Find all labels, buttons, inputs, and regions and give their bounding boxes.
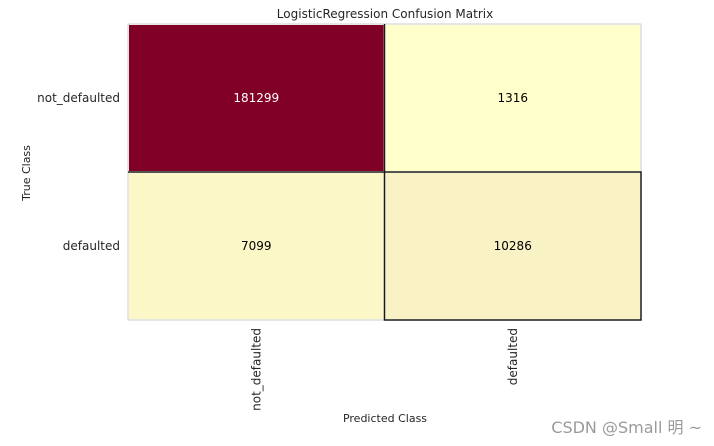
x-axis-label: Predicted Class [343,412,427,425]
cell-boundary [128,24,386,173]
y-axis-label: True Class [20,145,33,202]
y-tick-label: not_defaulted [37,91,120,105]
x-tick-label: defaulted [506,328,520,385]
heatmap-cell [383,23,642,173]
cell-value-labels: 181299 1316 7099 10286 [233,91,532,253]
watermark: CSDN @Small 明 ~ [551,418,702,437]
heatmap-cell [127,23,386,173]
y-tick-labels: not_defaulted defaulted [37,91,120,253]
x-tick-label: not_defaulted [249,328,263,411]
cell-value-label: 181299 [233,91,279,105]
x-tick-labels: not_defaulted defaulted [249,328,520,411]
diagonal-cell-outline [383,171,642,321]
diagonal-outlines [128,24,642,321]
cell-value-label: 10286 [494,239,532,253]
cell-value-label: 1316 [497,91,528,105]
y-tick-label: defaulted [63,239,120,253]
cell-value-label: 7099 [241,239,272,253]
chart-title: LogisticRegression Confusion Matrix [277,7,493,21]
heatmap-cell [383,171,642,321]
